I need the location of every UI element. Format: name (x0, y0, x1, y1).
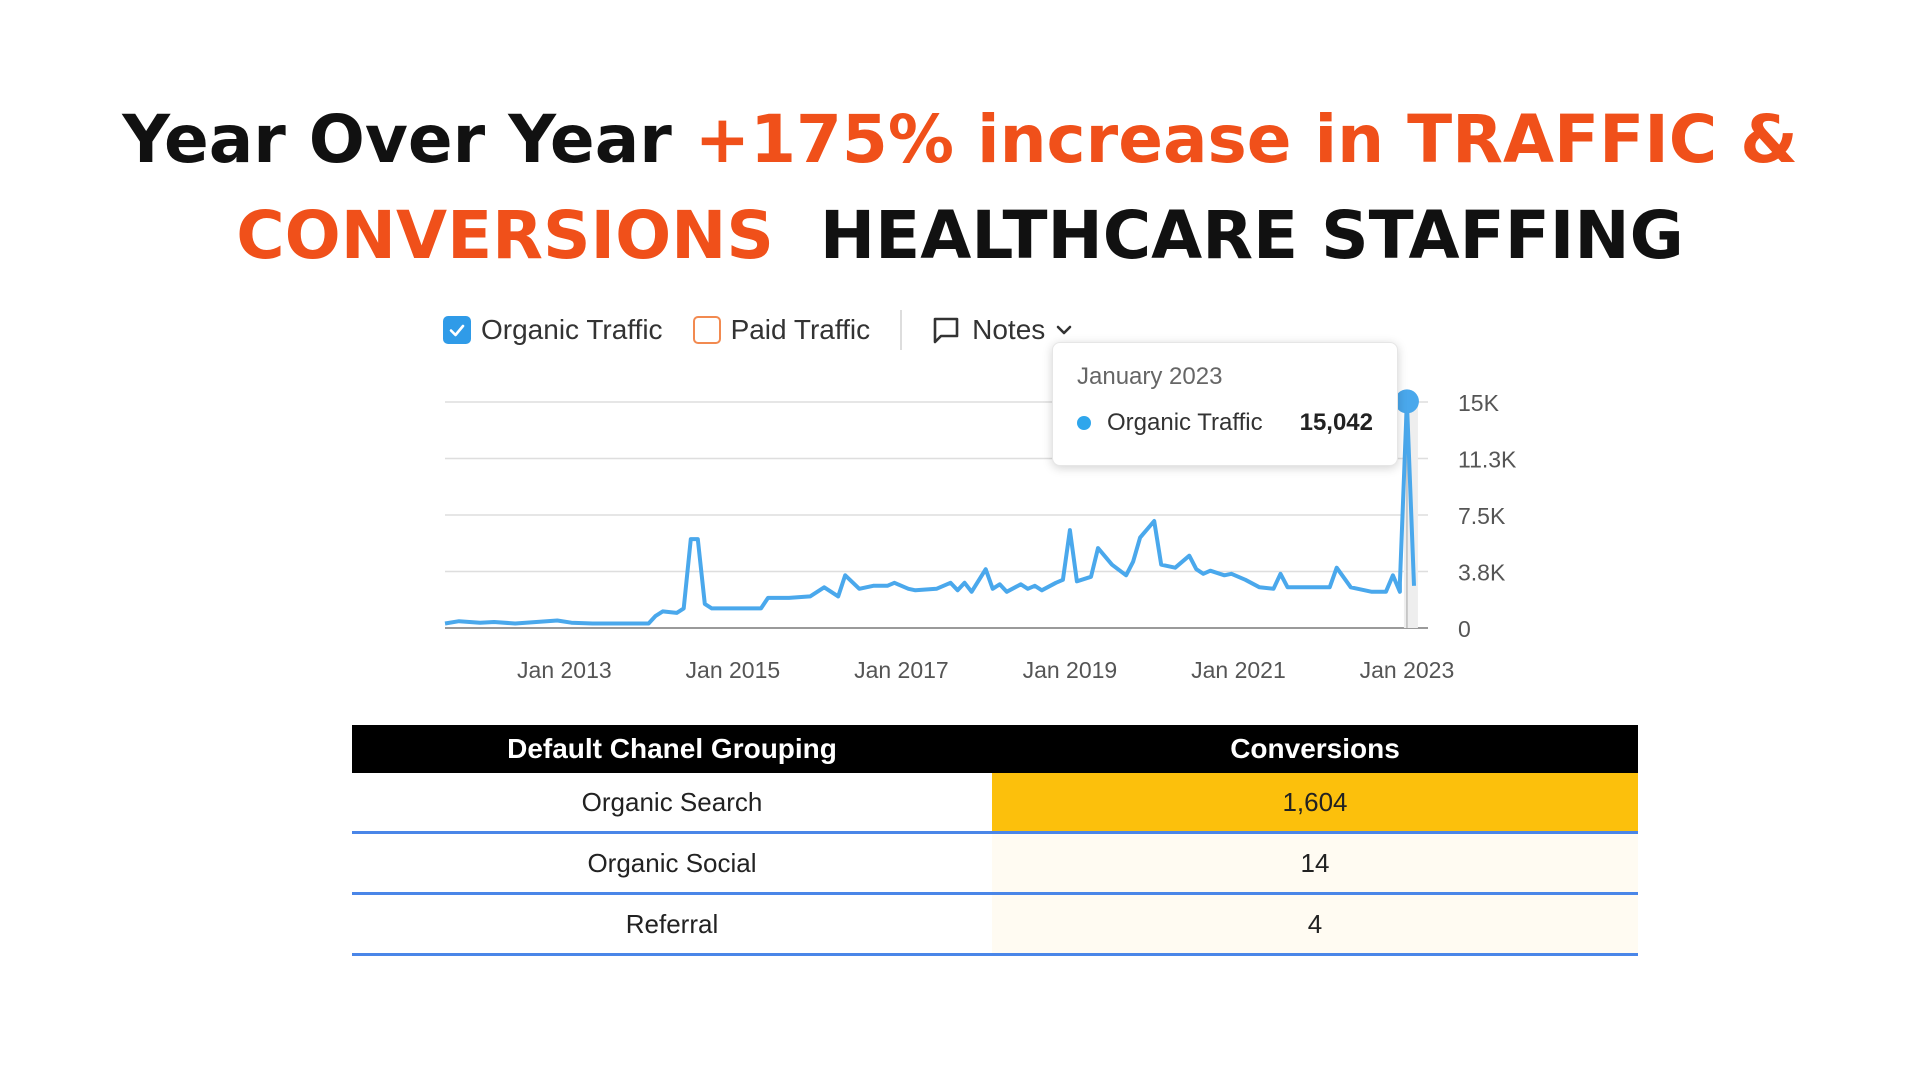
table-header: Default Chanel Grouping Conversions (352, 725, 1638, 773)
x-tick-label: Jan 2017 (854, 657, 949, 683)
y-tick-label: 15K (1458, 390, 1500, 416)
table-row: Referral 4 (352, 895, 1638, 956)
comment-icon (932, 316, 960, 344)
x-tick-label: Jan 2015 (686, 657, 781, 683)
organic-traffic-line (444, 399, 1416, 626)
cell-conversions: 4 (992, 895, 1638, 953)
table-row: Organic Social 14 (352, 834, 1638, 895)
x-tick-label: Jan 2021 (1191, 657, 1286, 683)
organic-traffic-label: Organic Traffic (481, 314, 663, 345)
cell-channel: Referral (625, 908, 719, 939)
header-conversions: Conversions (1230, 733, 1400, 764)
cell-conversions: 1,604 (992, 773, 1638, 831)
cell-channel: Organic Search (581, 786, 763, 817)
tooltip-row: Organic Traffic 15,042 (1077, 409, 1373, 437)
peak-point (1394, 389, 1419, 414)
notes-label: Notes (972, 314, 1046, 345)
y-tick-label: 7.5K (1458, 503, 1506, 529)
paid-traffic-toggle[interactable]: Paid Traffic (692, 314, 871, 346)
x-tick-label: Jan 2013 (517, 657, 612, 683)
headline-highlight-2: CONVERSIONS (236, 197, 774, 274)
x-tick-label: Jan 2023 (1360, 657, 1455, 683)
y-tick-label: 0 (1458, 616, 1471, 642)
controls-divider (900, 310, 903, 350)
headline-part-1: Year Over Year (122, 101, 695, 178)
paid-traffic-label: Paid Traffic (730, 314, 871, 345)
cell-channel: Organic Social (587, 847, 757, 878)
tooltip-value: 15,042 (1299, 409, 1373, 436)
traffic-chart: 0 3.8K 7.5K 11.3K 15K Jan 2013 Jan 2015 Jan 201… (444, 389, 1517, 683)
conversions-table: Default Chanel Grouping Conversions Orga… (352, 725, 1638, 956)
tooltip-series-name: Organic Traffic (1107, 409, 1263, 436)
tooltip-date: January 2023 (1077, 363, 1223, 390)
headline: Year Over Year +175% increase in TRAFFIC… (0, 92, 1920, 284)
checkbox-checked-icon[interactable] (443, 316, 471, 344)
x-tick-label: Jan 2019 (1023, 657, 1118, 683)
headline-highlight-1: +175% increase in TRAFFIC & (694, 101, 1798, 178)
chart-controls: Organic Traffic Paid Traffic Notes (443, 310, 1103, 350)
chevron-down-icon (1055, 321, 1073, 339)
checkbox-unchecked-icon[interactable] (692, 316, 721, 344)
series-dot-icon (1077, 416, 1091, 430)
headline-part-2: HEALTHCARE STAFFING (819, 197, 1684, 274)
cell-conversions: 14 (992, 834, 1638, 892)
y-tick-label: 11.3K (1458, 447, 1517, 473)
y-tick-label: 3.8K (1458, 560, 1506, 586)
header-channel: Default Chanel Grouping (507, 733, 837, 764)
headline-line-1: Year Over Year +175% increase in TRAFFIC… (0, 92, 1920, 188)
table-row: Organic Search 1,604 (352, 773, 1638, 834)
organic-traffic-toggle[interactable]: Organic Traffic (443, 314, 663, 346)
chart-tooltip: January 2023 Organic Traffic 15,042 (1052, 342, 1398, 466)
headline-line-2: CONVERSIONS HEALTHCARE STAFFING (0, 188, 1920, 284)
notes-dropdown[interactable]: Notes (932, 314, 1073, 346)
